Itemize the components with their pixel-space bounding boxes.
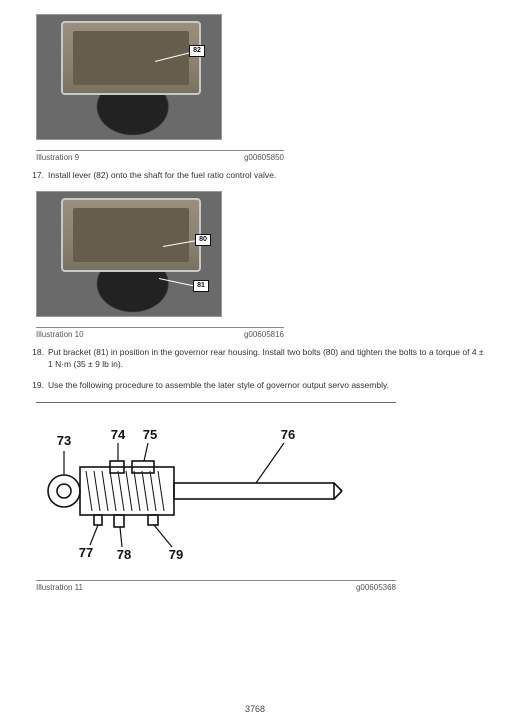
- illus9-caption-right: g00605850: [244, 153, 284, 162]
- page-number: 3768: [0, 704, 510, 714]
- callout-80: 80: [195, 234, 211, 246]
- callout-82-label: 82: [193, 47, 201, 54]
- part-73-ring-inner: [57, 484, 71, 498]
- illustration-10-photo: 80 81: [36, 191, 222, 317]
- illustration-11-caption: Illustration 11 g00605368: [36, 580, 396, 592]
- illustration-11-diagram: 73 74 75 76 77 78 79: [36, 411, 396, 561]
- step-17: 17. Install lever (82) onto the shaft fo…: [26, 170, 486, 181]
- illus10-caption-left: Illustration 10: [36, 330, 84, 339]
- part-77: [94, 515, 102, 525]
- callout-80-label: 80: [199, 236, 207, 243]
- label-73: 73: [57, 433, 71, 448]
- label-75: 75: [143, 427, 157, 442]
- label-78: 78: [117, 547, 131, 561]
- part-78: [114, 515, 124, 527]
- step-18: 18. Put bracket (81) in position in the …: [26, 347, 486, 370]
- lead-77: [90, 525, 98, 545]
- callout-81-label: 81: [197, 282, 205, 289]
- step-19: 19. Use the following procedure to assem…: [26, 380, 486, 391]
- illustration-11-top-rule: [36, 402, 396, 403]
- part-73-ring: [48, 475, 80, 507]
- step-17-num: 17.: [26, 170, 44, 181]
- illus11-caption-left: Illustration 11: [36, 583, 83, 592]
- label-76: 76: [281, 427, 295, 442]
- shaft-76: [174, 483, 334, 499]
- step-17-text: Install lever (82) onto the shaft for th…: [48, 170, 276, 180]
- lead-79: [154, 525, 172, 547]
- lead-76: [256, 443, 284, 483]
- illus11-caption-right: g00605368: [356, 583, 396, 592]
- label-77: 77: [79, 545, 93, 560]
- step-18-num: 18.: [26, 347, 44, 358]
- illustration-9-photo: 82: [36, 14, 222, 140]
- housing-cavity: [73, 208, 189, 262]
- step-19-num: 19.: [26, 380, 44, 391]
- lead-75: [144, 443, 148, 461]
- part-79: [148, 515, 158, 525]
- callout-81: 81: [193, 280, 209, 292]
- illus9-caption-left: Illustration 9: [36, 153, 79, 162]
- step-19-text: Use the following procedure to assemble …: [48, 380, 389, 390]
- label-79: 79: [169, 547, 183, 561]
- housing-cavity: [73, 31, 189, 85]
- illustration-9-caption: Illustration 9 g00605850: [36, 150, 284, 162]
- illus10-caption-right: g00605816: [244, 330, 284, 339]
- label-74: 74: [111, 427, 126, 442]
- lead-78: [120, 527, 122, 547]
- step-18-text: Put bracket (81) in position in the gove…: [48, 347, 484, 368]
- callout-82: 82: [189, 45, 205, 57]
- illustration-10-caption: Illustration 10 g00605816: [36, 327, 284, 339]
